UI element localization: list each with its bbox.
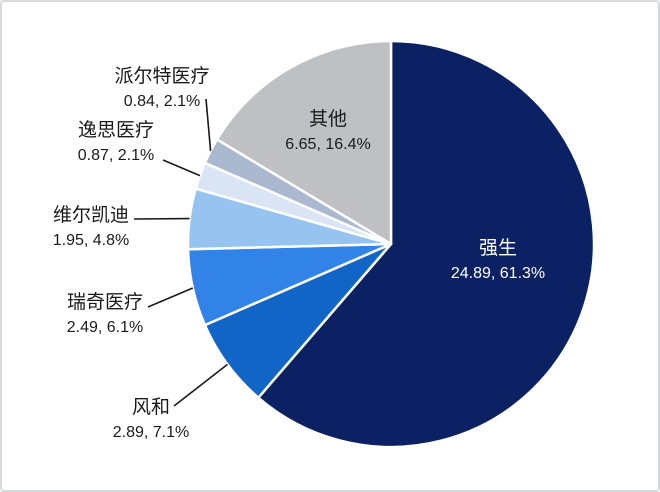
pie-label-name: 强生 bbox=[478, 238, 518, 259]
pie-label-value: 1.95, 4.8% bbox=[52, 232, 130, 249]
leader-lines bbox=[133, 98, 228, 407]
pie-slice-qiangsheng bbox=[257, 39, 596, 449]
pie-label-paierte: 派尔特医疗 0.84, 2.1% bbox=[114, 64, 209, 114]
pie-label-name: 风和 bbox=[131, 397, 170, 418]
pie-label-qiangsheng: 强生 24.89, 61.3% bbox=[451, 236, 545, 286]
pie-label-ruiqi: 瑞奇医疗 2.49, 6.1% bbox=[67, 290, 144, 340]
pie-label-qita: 其他 6.65, 16.4% bbox=[285, 107, 370, 157]
pie-label-weierkaidi: 维尔凯迪 1.95, 4.8% bbox=[53, 203, 130, 253]
pie-label-name: 派尔特医疗 bbox=[114, 66, 210, 87]
pie-slice-qita bbox=[215, 39, 393, 246]
pie-label-name: 维尔凯迪 bbox=[52, 205, 129, 226]
pie-label-value: 6.65, 16.4% bbox=[285, 136, 371, 153]
pie-label-value: 2.49, 6.1% bbox=[66, 319, 144, 336]
leader-line-fenghe bbox=[173, 363, 228, 407]
pie-label-value: 0.87, 2.1% bbox=[77, 147, 155, 164]
pie-label-name: 逸思医疗 bbox=[77, 120, 154, 141]
pie-label-name: 其他 bbox=[308, 109, 347, 130]
leader-line-ruiqi bbox=[147, 287, 194, 308]
pie-label-name: 瑞奇医疗 bbox=[66, 292, 143, 313]
pie-label-fenghe: 风和 2.89, 7.1% bbox=[113, 395, 190, 445]
leader-line-yisi bbox=[162, 159, 201, 177]
pie-label-value: 24.89, 61.3% bbox=[450, 265, 546, 282]
pie-label-value: 0.84, 2.1% bbox=[123, 93, 201, 110]
pie-label-value: 2.89, 7.1% bbox=[112, 424, 190, 441]
pie-label-yisi: 逸思医疗 0.87, 2.1% bbox=[78, 118, 155, 168]
leader-line-paierte bbox=[205, 98, 212, 152]
